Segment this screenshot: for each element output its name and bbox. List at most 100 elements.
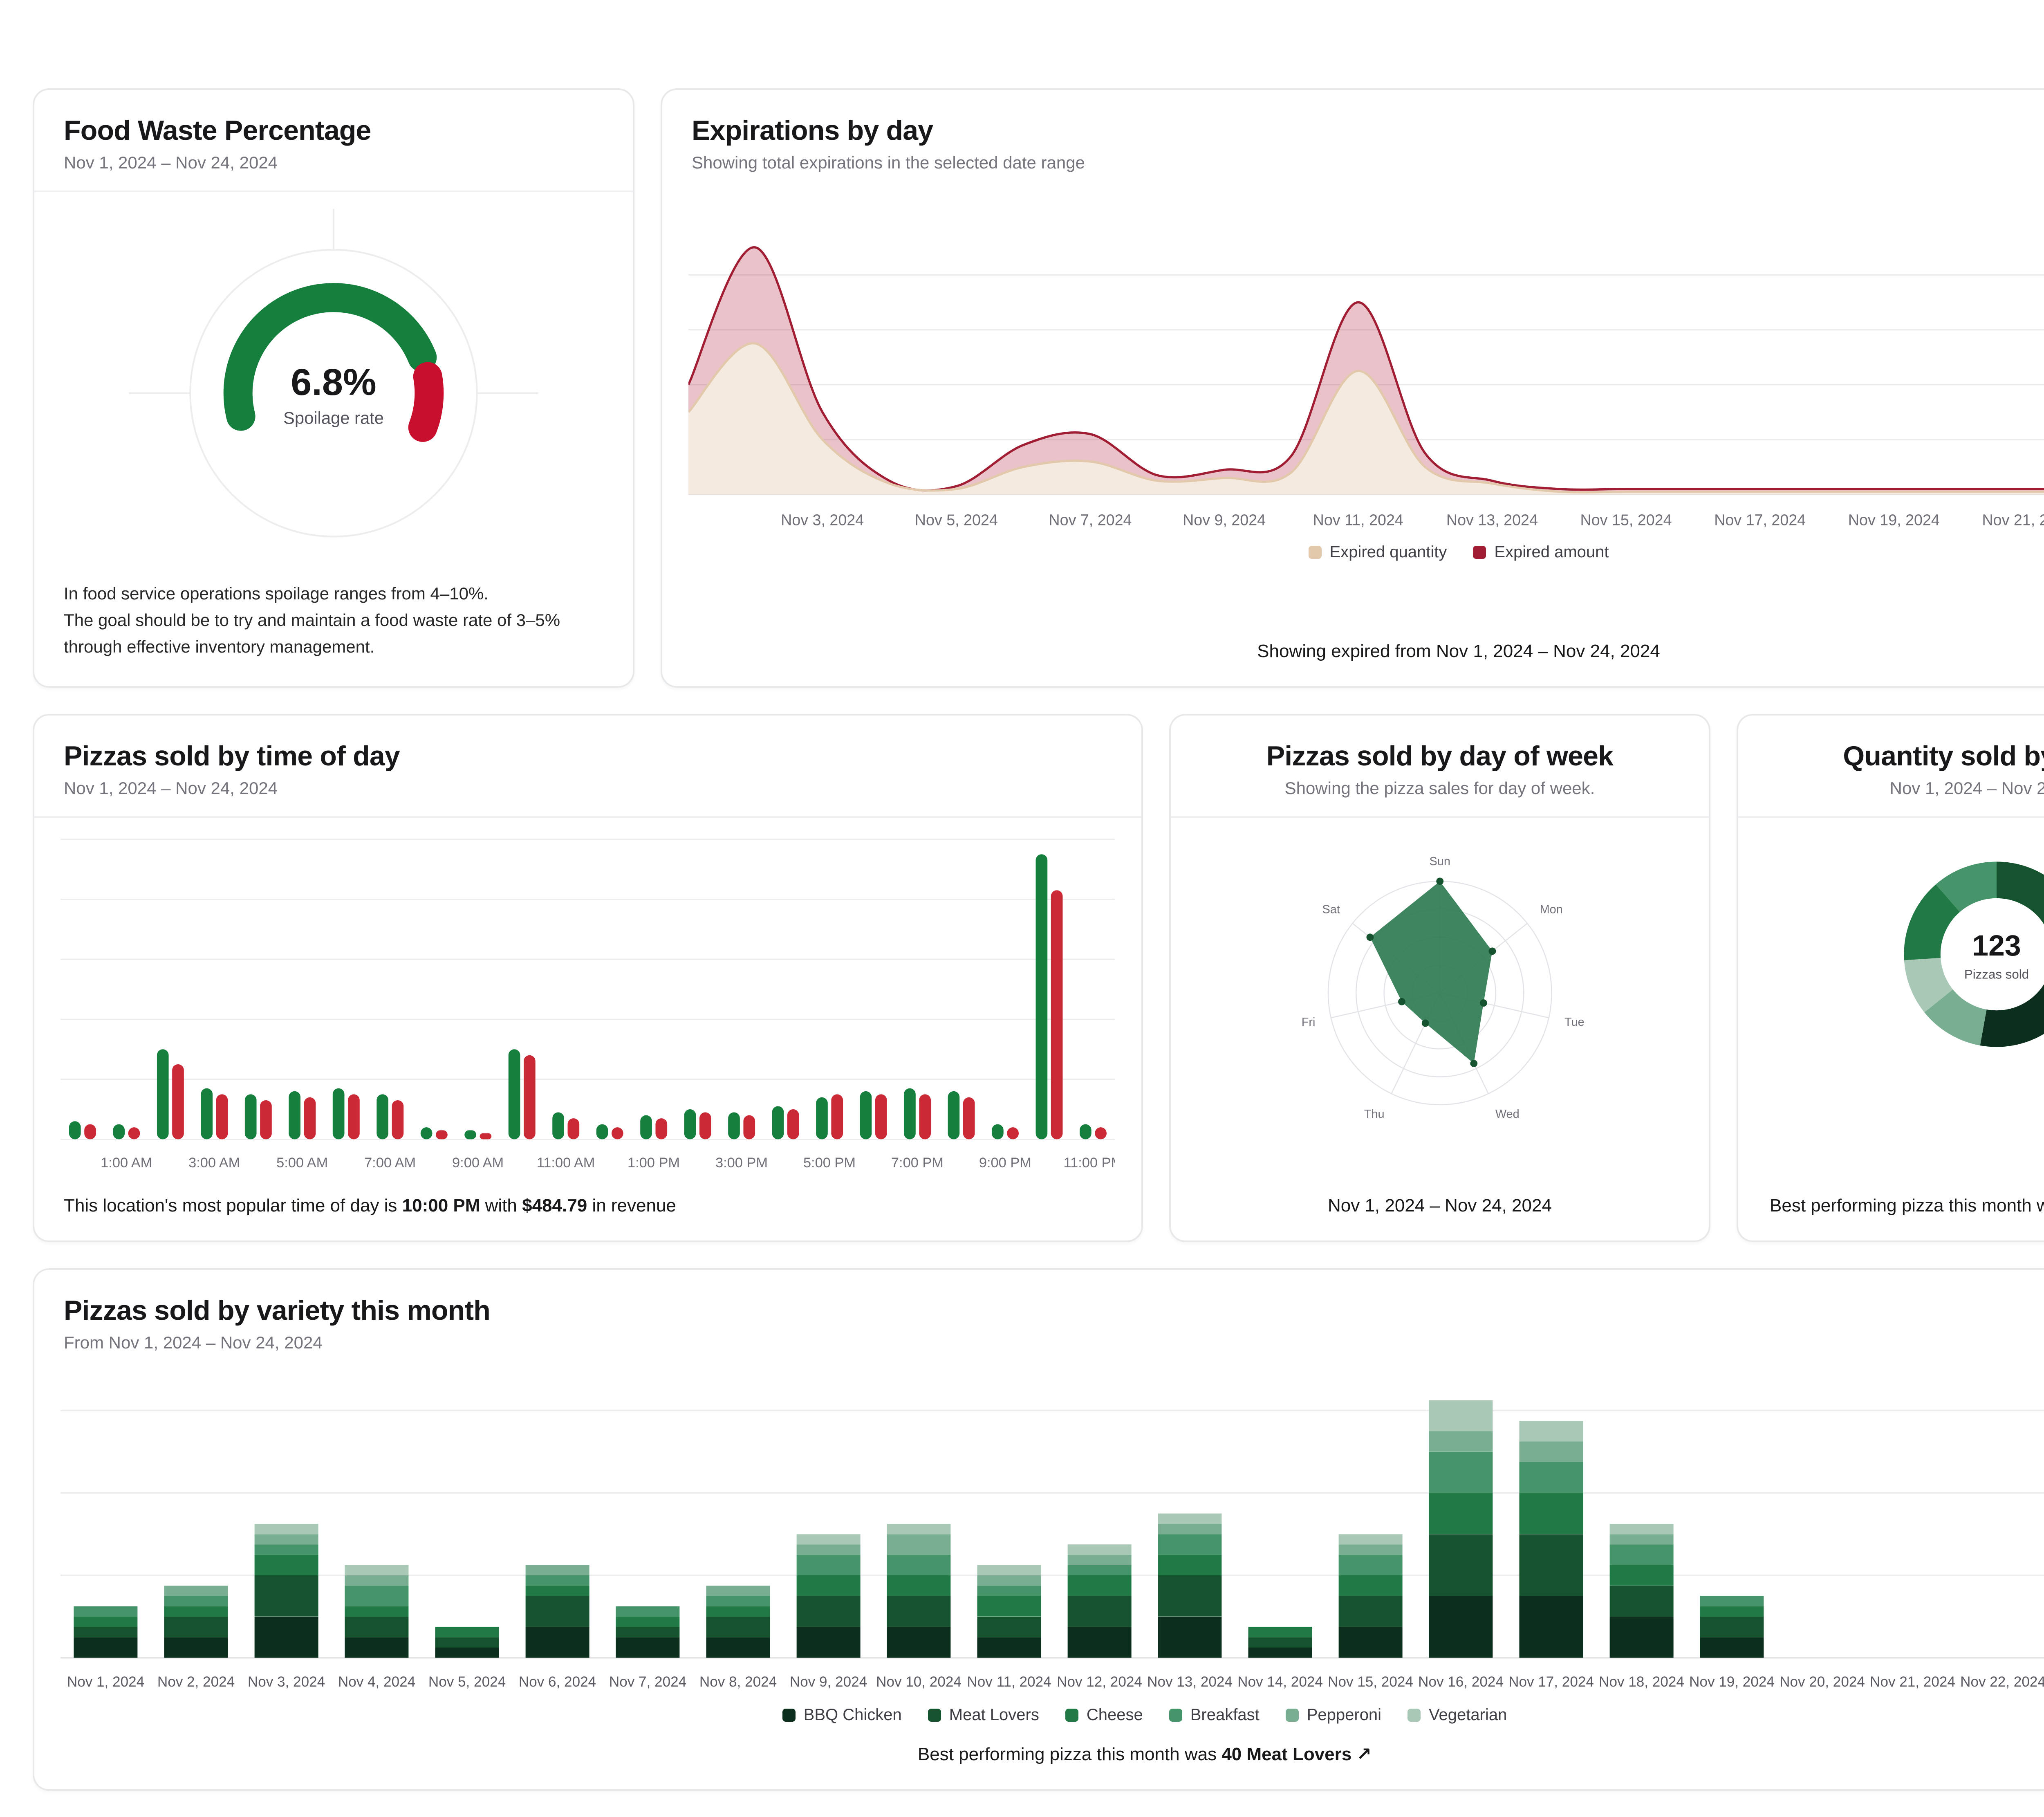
bar (128, 1127, 140, 1140)
bar (84, 1124, 96, 1140)
stacked-bar-segment (977, 1637, 1041, 1658)
stacked-bar-segment (525, 1596, 589, 1627)
stacked-bar-segment (1609, 1544, 1674, 1565)
chart-text: Nov 20, 2024 (1780, 1674, 1865, 1690)
legend-swatch (1473, 545, 1486, 559)
bar (875, 1094, 887, 1140)
stacked-bar-segment (254, 1524, 318, 1534)
stacked-bar-segment (796, 1534, 861, 1545)
chart-text: Nov 7, 2024 (1049, 511, 1132, 529)
stacked-bar-segment (525, 1586, 589, 1596)
footer-text: in revenue (587, 1196, 676, 1216)
stacked-bar-segment (1519, 1493, 1583, 1534)
stacked-bar-segment (164, 1596, 228, 1606)
bar (904, 1088, 916, 1140)
bar (567, 1118, 580, 1140)
stacked-bar-segment (345, 1617, 409, 1638)
bar (772, 1106, 784, 1140)
chart-text: Sun (1429, 855, 1450, 868)
footer-text: Best performing pizza this month was (917, 1744, 1222, 1765)
legend-item: Vegetarian (1407, 1706, 1507, 1724)
radar-dot (1398, 998, 1405, 1006)
bar (157, 1049, 169, 1140)
legend-label: BBQ Chicken (803, 1706, 902, 1724)
radar-dot (1436, 877, 1443, 885)
variety-donut-subtitle: Nov 1, 2024 – Nov 24, 2024 (1889, 778, 2044, 798)
legend-label: Pepperoni (1307, 1706, 1382, 1724)
expirations-chart-area: Nov 3, 2024 Nov 5, 2024 Nov 7, 2024 Nov 9, … (662, 191, 2044, 536)
radar-dot (1421, 1019, 1429, 1027)
chart-text: Thu (1364, 1108, 1385, 1121)
chart-text: Mon (1540, 903, 1562, 916)
donut-segment (1924, 989, 1987, 1046)
bar (304, 1097, 316, 1140)
stacked-bar-segment (706, 1606, 770, 1617)
bar (860, 1091, 872, 1140)
bottom-row: Pizzas sold by variety this month From N… (33, 1268, 2044, 1791)
chart-text: 9:00 PM (979, 1155, 1031, 1171)
stacked-bar-segment (887, 1524, 951, 1534)
day-of-week-footer: Nov 1, 2024 – Nov 24, 2024 (1327, 1196, 1552, 1216)
stacked-bar-segment (1519, 1596, 1583, 1658)
bar (480, 1133, 492, 1140)
stacked-bar-segment (1429, 1431, 1493, 1452)
stacked-bar-segment (977, 1596, 1041, 1617)
spoilage-gauge-chart: 6.8% Spoilage rate (129, 209, 538, 538)
stacked-bar-segment (1519, 1534, 1583, 1596)
stacked-bar-segment (1338, 1575, 1403, 1596)
legend-label: Expired quantity (1329, 543, 1447, 561)
stacked-bar-segment (1338, 1627, 1403, 1658)
stacked-bar-segment (254, 1544, 318, 1555)
chart-text: 6.8% (291, 361, 376, 403)
legend-swatch (1285, 1708, 1299, 1722)
expirations-title: Expirations by day (692, 115, 933, 146)
stacked-bar-segment (616, 1606, 680, 1617)
donut-segment (1904, 957, 1954, 1013)
stacked-bar-segment (1067, 1544, 1132, 1555)
time-of-day-chart-area: 1:00 AM 3:00 AM 5:00 AM 7:00 AM 9:00 AM 11:00… (34, 818, 1141, 1179)
bar (1051, 890, 1063, 1140)
food-waste-chart-area: 6.8% Spoilage rate (34, 192, 633, 564)
variety-donut-chart: 123 Pizzas sold (1904, 861, 2044, 1047)
stacked-bar-segment (1519, 1462, 1583, 1493)
food-waste-subtitle: Nov 1, 2024 – Nov 24, 2024 (64, 153, 278, 172)
stacked-bar-segment (1429, 1596, 1493, 1658)
bar (640, 1115, 652, 1140)
expirations-footer: Showing expired from Nov 1, 2024 – Nov 2… (1257, 641, 1660, 662)
popular-time-revenue: $484.79 (522, 1196, 587, 1216)
chart-text: Nov 5, 2024 (428, 1674, 506, 1690)
variety-month-header: Pizzas sold by variety this month From N… (34, 1270, 2044, 1371)
day-of-week-card: Pizzas sold by day of week Showing the p… (1169, 714, 1711, 1243)
expirations-header-text: Expirations by day Showing total expirat… (692, 114, 1085, 173)
chart-text: 5:00 PM (803, 1155, 856, 1171)
best-pizza-footer: Best performing pizza this month was 40 … (34, 1727, 2044, 1789)
chart-text: Nov 11, 2024 (1313, 511, 1403, 529)
middle-row: Pizzas sold by time of day Nov 1, 2024 –… (33, 714, 2044, 1243)
chart-text: Nov 13, 2024 (1446, 511, 1538, 529)
stacked-bar-segment (345, 1586, 409, 1606)
chart-text: Spoilage rate (283, 408, 384, 428)
chart-text: Nov 10, 2024 (876, 1674, 961, 1690)
stacked-bar-segment (1429, 1534, 1493, 1596)
bar (332, 1088, 345, 1140)
variety-stacked-chart: Nov 1, 2024 Nov 2, 2024 Nov 3, 2024 Nov 4, … (61, 1400, 2044, 1690)
bar (392, 1100, 404, 1140)
stacked-bar-segment (1158, 1524, 1222, 1534)
radar-dot (1366, 933, 1374, 941)
chart-text: Nov 21, 2024 (1870, 1674, 1955, 1690)
divider (34, 191, 633, 192)
variety-month-card: Pizzas sold by variety this month From N… (33, 1268, 2044, 1791)
bar (684, 1109, 696, 1140)
radar-polygon (1370, 881, 1493, 1064)
donut-segment (1996, 861, 2044, 925)
variety-donut-card: Quantity sold by variety Nov 1, 2024 – N… (1737, 714, 2044, 1243)
stacked-bar-segment (1609, 1617, 1674, 1658)
area-series (688, 343, 2044, 495)
expirations-chart: Nov 3, 2024 Nov 5, 2024 Nov 7, 2024 Nov 9, … (688, 246, 2044, 529)
bar (464, 1130, 476, 1140)
stacked-bar-segment (525, 1575, 589, 1586)
bar (172, 1064, 184, 1140)
chart-text: Nov 9, 2024 (1183, 511, 1266, 529)
chart-text: Nov 1, 2024 (67, 1674, 144, 1690)
time-of-day-subtitle: Nov 1, 2024 – Nov 24, 2024 (64, 778, 278, 798)
